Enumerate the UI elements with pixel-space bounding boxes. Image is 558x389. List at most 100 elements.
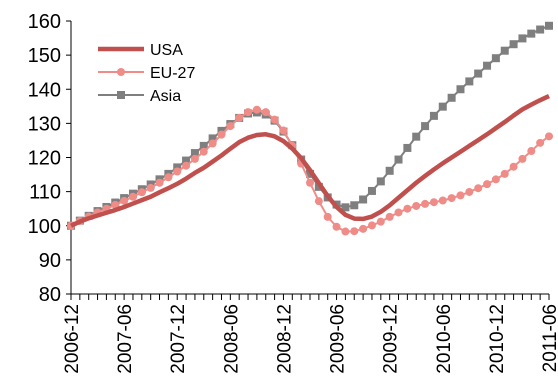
data-point-eu-27 [545,132,553,141]
series-line-usa [70,94,550,228]
x-tick-label: 2009-06 [328,304,349,374]
data-point-asia [403,143,412,152]
data-point-eu-27 [226,122,235,131]
data-point-eu-27 [359,224,368,233]
data-point-eu-27 [421,199,430,208]
data-point-asia [509,40,518,49]
data-point-eu-27 [199,147,208,156]
y-tick-label: 150 [28,45,61,67]
x-tick-label: 2010-12 [487,304,508,374]
data-point-asia [527,29,536,38]
y-tick-label: 80 [39,284,61,306]
data-point-asia [518,34,527,43]
y-tick-label: 120 [28,148,61,170]
data-point-eu-27 [394,208,403,217]
data-point-eu-27 [182,161,191,170]
data-point-asia [456,85,465,94]
y-tick-label: 130 [28,113,61,135]
y-tick-label: 160 [28,11,61,33]
data-point-eu-27 [385,212,394,221]
data-point-eu-27 [376,217,385,226]
data-point-eu-27 [350,227,359,236]
data-point-eu-27 [518,154,527,163]
data-point-eu-27 [190,154,199,163]
data-point-asia [376,177,385,186]
data-point-asia [412,132,421,141]
data-point-eu-27 [146,183,155,192]
data-point-eu-27 [456,191,465,200]
data-point-eu-27 [438,196,447,205]
data-point-asia [341,203,350,212]
x-tick-label: 2011-06 [540,304,558,372]
legend-label-eu-27: EU-27 [150,65,195,82]
y-tick-label: 100 [28,216,61,238]
data-point-eu-27 [270,115,279,124]
data-point-eu-27 [261,108,270,117]
data-point-eu-27 [403,204,412,213]
data-point-eu-27 [474,184,483,193]
data-point-asia [421,122,430,131]
data-point-eu-27 [111,200,120,209]
data-point-asia [199,141,208,150]
y-tick-label: 110 [29,182,61,204]
data-point-eu-27 [128,192,137,201]
legend-marker-eu-27 [117,68,125,76]
data-point-eu-27 [208,139,217,148]
data-point-asia [350,201,359,210]
data-point-asia [367,186,376,195]
y-tick-label: 140 [28,79,61,101]
data-point-eu-27 [332,222,341,231]
x-tick-label: 2006-12 [62,304,83,374]
x-tick-label: 2008-06 [221,304,242,374]
data-point-asia [173,163,182,172]
x-tick-label: 2007-06 [115,304,136,374]
data-point-eu-27 [164,173,173,182]
x-tick-label: 2010-06 [434,304,455,374]
data-point-eu-27 [217,130,226,139]
data-point-eu-27 [244,108,253,117]
data-point-eu-27 [500,169,509,178]
data-point-eu-27 [412,201,421,210]
data-point-asia [465,77,474,86]
data-point-eu-27 [465,187,474,196]
data-point-eu-27 [137,188,146,197]
data-point-eu-27 [235,113,244,122]
data-point-asia [474,69,483,78]
x-tick-label: 2007-12 [168,304,189,374]
data-point-eu-27 [536,138,545,147]
data-point-eu-27 [155,178,164,187]
legend-label-usa: USA [150,42,183,59]
data-point-eu-27 [252,105,261,114]
legend-marker-asia [117,91,125,99]
data-point-asia [491,54,500,63]
data-point-asia [182,156,191,165]
data-point-eu-27 [527,147,536,156]
y-tick-label: 90 [39,250,61,272]
data-point-eu-27 [429,198,438,207]
data-point-asia [429,111,438,120]
data-point-asia [500,46,509,55]
data-point-eu-27 [483,180,492,189]
data-point-eu-27 [173,167,182,176]
data-point-eu-27 [306,178,314,187]
data-point-asia [385,166,394,175]
data-point-eu-27 [509,162,518,171]
data-point-eu-27 [279,126,288,135]
data-point-eu-27 [323,212,332,221]
data-point-eu-27 [367,221,376,230]
data-point-asia [359,195,368,204]
data-point-asia [447,93,456,102]
data-point-asia [536,25,545,34]
legend-label-asia: Asia [150,88,181,105]
data-point-asia [190,149,199,158]
data-point-eu-27 [314,197,323,206]
x-tick-label: 2009-12 [381,304,402,374]
data-point-eu-27 [120,196,129,205]
data-point-eu-27 [341,227,350,236]
data-point-asia [545,21,553,30]
data-point-eu-27 [491,175,500,184]
data-point-asia [438,102,447,111]
data-point-asia [483,61,492,70]
